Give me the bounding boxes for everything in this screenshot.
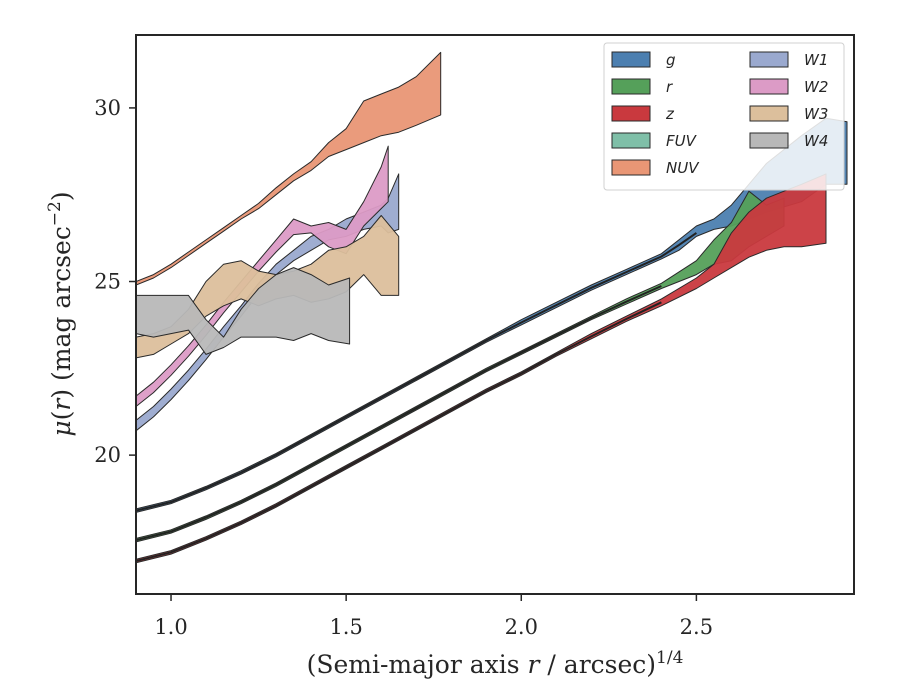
legend-swatch-r [611,78,651,95]
legend-label-fuv: FUV [666,132,698,150]
legend-label-w2: W2 [804,78,828,96]
legend-label-nuv: NUV [666,159,700,177]
y-tick-label: 25 [94,270,121,294]
legend-label-w3: W3 [804,105,828,123]
legend-label-r: r [666,78,673,96]
x-axis-ticks: 1.0 1.5 2.0 2.5 [154,594,713,639]
y-tick-label: 30 [94,96,121,120]
model-line-3 [136,301,662,562]
y-axis-label: μ(r) (mag arcsec−2) [45,191,76,436]
y-tick-label: 20 [94,443,121,467]
legend-swatch-z [611,105,651,122]
legend-swatch-fuv [611,132,651,149]
model-line-2 [136,285,662,542]
legend-label-g: g [666,51,676,69]
legend-swatch-w1 [749,51,789,68]
plot-frame [135,34,855,595]
band-w4 [136,267,351,355]
legend-label-w1: W1 [804,51,828,69]
x-axis-label: (Semi-major axis r / arcsec)1/4 [307,648,684,679]
legend-swatch-nuv [611,159,651,176]
x-tick-label: 1.5 [329,615,362,639]
legend-label-w4: W4 [804,132,828,150]
y-axis-ticks: 20 25 30 [94,96,136,467]
legend: grz FUV NUV W1 W2 W3 W4 [603,42,845,191]
x-tick-label: 2.0 [505,615,538,639]
band-nuv [136,51,442,286]
legend-swatch-w3 [749,105,789,122]
legend-swatch-w4 [749,132,789,149]
x-tick-label: 2.5 [680,615,713,639]
legend-label-z: z [665,105,675,123]
legend-swatch-g [611,51,651,68]
x-tick-label: 1.0 [154,615,187,639]
model-line-1 [136,232,697,512]
model-lines [136,232,697,562]
legend-swatch-w2 [749,78,789,95]
